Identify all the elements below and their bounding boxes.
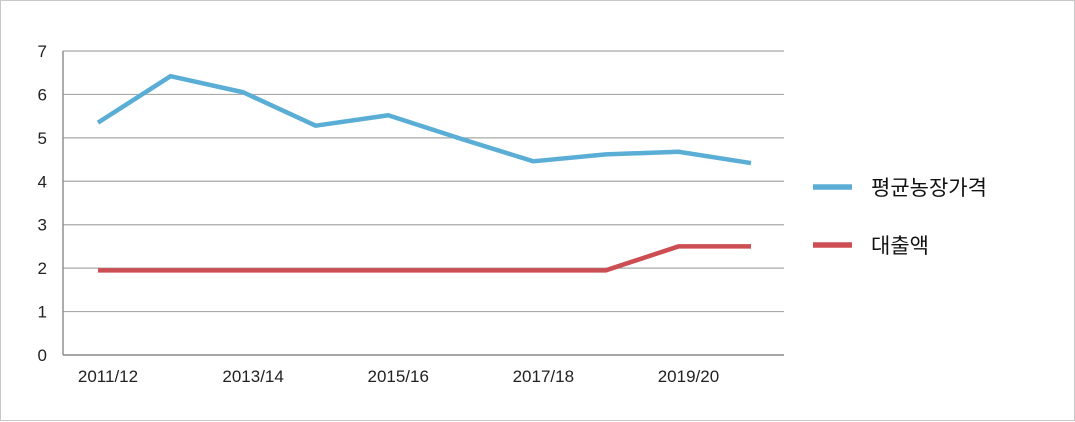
x-tick-label: 2013/14: [222, 367, 283, 386]
x-tick-label: 2019/20: [658, 367, 719, 386]
y-tick-label: 4: [38, 172, 47, 191]
x-tick-labels: 2011/12 2013/14 2015/16 2017/18 2019/20: [78, 367, 719, 386]
y-tick-label: 3: [38, 216, 47, 235]
y-tick-label: 0: [38, 346, 47, 365]
y-tick-label: 5: [38, 129, 47, 148]
series-line-1: [98, 76, 751, 163]
x-tick-label: 2017/18: [513, 367, 574, 386]
series-line-2: [98, 246, 751, 270]
x-tick-label: 2011/12: [78, 367, 138, 386]
axes: [63, 51, 784, 355]
series-lines: [98, 76, 751, 270]
legend-label-2: 대출액: [871, 234, 929, 258]
x-tick-label: 2015/16: [367, 367, 428, 386]
y-tick-label: 6: [38, 85, 47, 104]
legend-label-1: 평균농장가격: [871, 176, 987, 200]
y-tick-label: 7: [38, 42, 47, 61]
y-tick-labels: 0 1 2 3 4 5 6 7: [38, 42, 47, 365]
y-tick-label: 1: [38, 303, 47, 322]
y-tick-label: 2: [38, 259, 47, 278]
